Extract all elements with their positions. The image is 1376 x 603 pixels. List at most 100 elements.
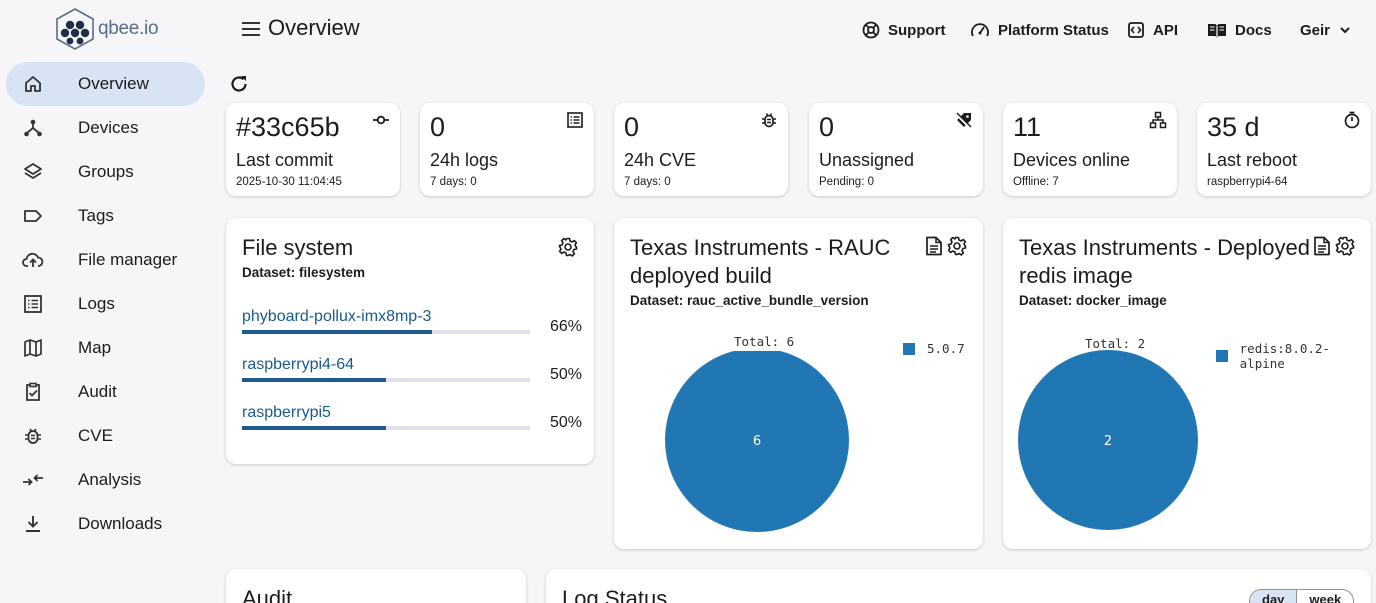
stat-card-unassigned[interactable]: 0 Unassigned Pending: 0 bbox=[809, 103, 983, 196]
sidebar-item-label: CVE bbox=[78, 426, 113, 445]
device-link[interactable]: phyboard-pollux-imx8mp-3 bbox=[242, 308, 432, 325]
lifebuoy-icon bbox=[862, 21, 880, 39]
book-icon bbox=[1208, 23, 1226, 38]
docs-link[interactable]: Docs bbox=[1207, 19, 1272, 41]
tag-off-icon bbox=[955, 112, 972, 129]
gear-icon[interactable] bbox=[558, 237, 578, 257]
stat-sub: raspberrypi4-64 bbox=[1207, 176, 1288, 188]
stat-card-logs[interactable]: 0 24h logs 7 days: 0 bbox=[420, 103, 594, 196]
platform-status-link[interactable]: Platform Status bbox=[970, 19, 1109, 41]
pie-slice[interactable] bbox=[1018, 350, 1198, 530]
dataset-label: Dataset: rauc_active_bundle_version bbox=[630, 293, 869, 308]
stat-sub: Offline: 7 bbox=[1013, 176, 1059, 188]
api-link[interactable]: API bbox=[1127, 19, 1178, 41]
commit-icon bbox=[373, 115, 389, 125]
panel-title: Texas Instruments - RAUC deployed build bbox=[630, 234, 890, 290]
sidebar-item-audit[interactable]: Audit bbox=[6, 370, 205, 414]
network-icon bbox=[1149, 111, 1167, 129]
legend-item[interactable]: 5.0.7 bbox=[903, 341, 965, 356]
home-icon bbox=[22, 73, 44, 95]
sidebar-item-label: File manager bbox=[78, 250, 178, 269]
panel-title: Audit bbox=[242, 586, 293, 603]
legend-swatch bbox=[1216, 350, 1228, 362]
sidebar-item-downloads[interactable]: Downloads bbox=[6, 502, 205, 546]
dataset-label: Dataset: docker_image bbox=[1019, 293, 1167, 308]
pie-total-label: Total: 6 bbox=[734, 334, 795, 349]
sidebar: qbee.io Overview Devices Groups Tags Fil… bbox=[0, 0, 212, 603]
stat-card-devices-online[interactable]: 11 Devices online Offline: 7 bbox=[1003, 103, 1177, 196]
sidebar-item-label: Audit bbox=[78, 382, 117, 401]
timer-icon bbox=[1344, 111, 1360, 129]
stat-value: 0 bbox=[624, 112, 640, 142]
panel-title: File system bbox=[242, 235, 354, 260]
filesystem-row: phyboard-pollux-imx8mp-3 66% bbox=[242, 308, 582, 348]
filesystem-row: raspberrypi5 50% bbox=[242, 404, 582, 444]
pie-slice[interactable] bbox=[665, 351, 849, 532]
stat-label: Last reboot bbox=[1207, 150, 1298, 170]
stat-sub: 7 days: 0 bbox=[430, 176, 477, 188]
usage-percent: 50% bbox=[549, 414, 582, 431]
sidebar-item-devices[interactable]: Devices bbox=[6, 106, 205, 150]
usage-bar bbox=[242, 378, 530, 382]
sidebar-item-label: Logs bbox=[78, 294, 115, 313]
stat-card-last-reboot[interactable]: 35 d Last reboot raspberrypi4-64 bbox=[1197, 103, 1371, 196]
sidebar-item-logs[interactable]: Logs bbox=[6, 282, 205, 326]
stat-value: #33c65b bbox=[236, 112, 340, 142]
download-icon bbox=[22, 513, 44, 535]
qbee-logo-icon bbox=[56, 8, 94, 50]
sidebar-item-analysis[interactable]: Analysis bbox=[6, 458, 205, 502]
api-icon bbox=[1128, 22, 1144, 38]
legend-swatch bbox=[903, 342, 915, 355]
logo-text: qbee.io bbox=[98, 18, 159, 39]
legend-label: 5.0.7 bbox=[927, 341, 965, 356]
user-menu[interactable]: Geir bbox=[1300, 19, 1352, 41]
stat-label: 24h logs bbox=[430, 150, 499, 170]
usage-percent: 50% bbox=[549, 366, 582, 383]
gear-icon[interactable] bbox=[947, 236, 967, 256]
chevron-down-icon bbox=[1340, 27, 1350, 34]
device-link[interactable]: raspberrypi5 bbox=[242, 404, 331, 421]
usage-bar-fill bbox=[242, 330, 433, 334]
sidebar-item-groups[interactable]: Groups bbox=[6, 150, 205, 194]
stat-label: Unassigned bbox=[819, 150, 915, 170]
document-icon[interactable] bbox=[1313, 236, 1331, 256]
sidebar-item-label: Analysis bbox=[78, 470, 142, 489]
cloud-upload-icon bbox=[22, 249, 44, 271]
tab-day[interactable]: day bbox=[1250, 590, 1297, 603]
docs-label: Docs bbox=[1235, 21, 1272, 39]
refresh-icon[interactable] bbox=[228, 73, 250, 95]
stat-label: 24h CVE bbox=[624, 150, 697, 170]
panel-actions bbox=[925, 236, 967, 256]
sidebar-item-tags[interactable]: Tags bbox=[6, 194, 205, 238]
gear-icon[interactable] bbox=[1335, 236, 1355, 256]
stat-sub: 7 days: 0 bbox=[624, 176, 671, 188]
legend-item[interactable]: redis:8.0.2-alpine bbox=[1216, 341, 1371, 371]
bug-icon bbox=[22, 425, 44, 447]
panel-title-line: Texas Instruments - RAUC bbox=[630, 235, 891, 260]
stat-card-last-commit[interactable]: #33c65b Last commit 2025-10-30 11:04:45 bbox=[226, 103, 400, 196]
logo[interactable]: qbee.io bbox=[56, 8, 159, 50]
clipboard-check-icon bbox=[22, 381, 44, 403]
legend-label: redis:8.0.2-alpine bbox=[1239, 341, 1330, 371]
compare-arrows-icon bbox=[22, 469, 44, 491]
menu-icon[interactable] bbox=[240, 18, 262, 40]
support-link[interactable]: Support bbox=[862, 19, 946, 41]
sidebar-item-label: Downloads bbox=[78, 514, 163, 533]
stat-card-cve[interactable]: 0 24h CVE 7 days: 0 bbox=[614, 103, 788, 196]
docker-panel: Texas Instruments - Deployed redis image… bbox=[1003, 218, 1371, 549]
rauc-panel: Texas Instruments - RAUC deployed build … bbox=[614, 218, 983, 549]
stat-value: 0 bbox=[819, 112, 835, 142]
stat-value: 11 bbox=[1013, 112, 1042, 142]
audit-panel: Audit bbox=[226, 569, 526, 603]
document-icon[interactable] bbox=[925, 236, 943, 256]
device-link[interactable]: raspberrypi4-64 bbox=[242, 356, 355, 373]
tab-week[interactable]: week bbox=[1296, 590, 1353, 603]
sidebar-item-map[interactable]: Map bbox=[6, 326, 205, 370]
stat-sub: 2025-10-30 11:04:45 bbox=[236, 176, 342, 188]
filesystem-row: raspberrypi4-64 50% bbox=[242, 356, 582, 396]
sidebar-item-overview[interactable]: Overview bbox=[6, 62, 205, 106]
support-label: Support bbox=[888, 21, 946, 39]
sidebar-item-cve[interactable]: CVE bbox=[6, 414, 205, 458]
pie-total-label: Total: 2 bbox=[1085, 336, 1146, 351]
sidebar-item-file-manager[interactable]: File manager bbox=[6, 238, 205, 282]
